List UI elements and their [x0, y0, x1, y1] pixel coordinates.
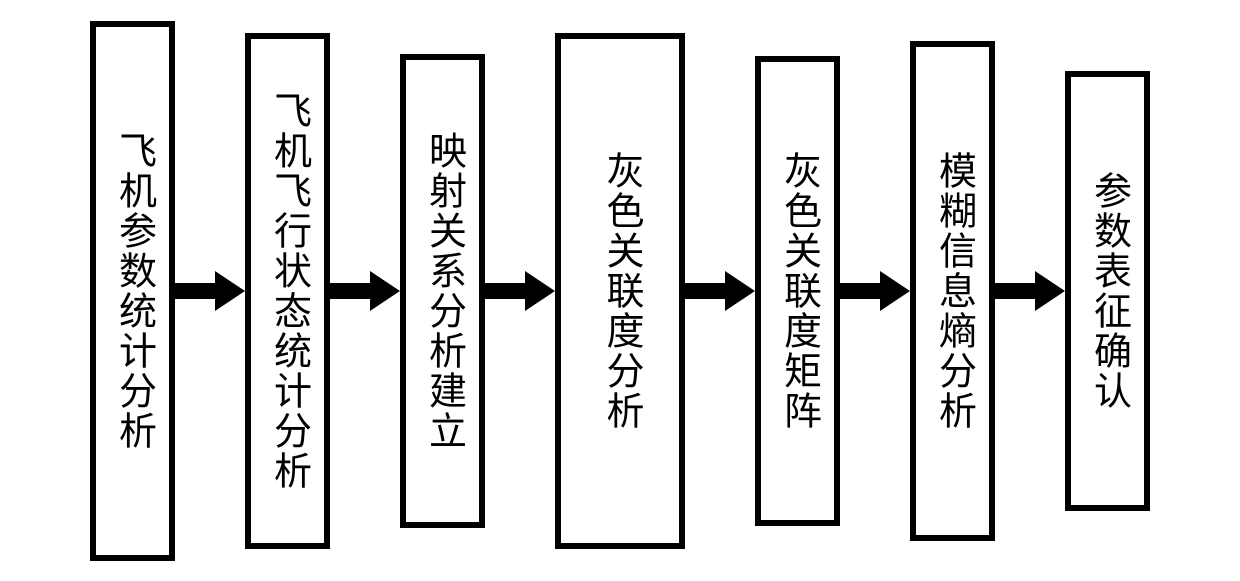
arrow-icon: [685, 271, 755, 311]
flow-node-n4: 灰色关联度分析: [555, 33, 685, 549]
arrow-icon: [840, 271, 910, 311]
flow-node-n2: 飞机飞行状态统计分析: [245, 33, 330, 549]
flow-node-n3: 映射关系分析建立: [400, 54, 485, 528]
flow-node-label: 飞机参数统计分析: [113, 131, 153, 451]
arrow-icon: [485, 271, 555, 311]
flow-node-label: 灰色关联度矩阵: [778, 151, 818, 431]
arrow-icon: [175, 271, 245, 311]
flow-node-n5: 灰色关联度矩阵: [755, 56, 840, 526]
flow-node-label: 模糊信息熵分析: [933, 151, 973, 431]
flow-node-n6: 模糊信息熵分析: [910, 41, 995, 541]
flow-node-label: 映射关系分析建立: [423, 131, 463, 451]
flow-node-label: 飞机飞行状态统计分析: [268, 91, 308, 491]
flow-node-label: 参数表征确认: [1088, 171, 1128, 411]
flow-node-n7: 参数表征确认: [1065, 71, 1150, 511]
arrow-icon: [995, 271, 1065, 311]
flowchart: 飞机参数统计分析 飞机飞行状态统计分析 映射关系分析建立 灰色关联度分析 灰色关联度矩阵…: [0, 0, 1240, 581]
flow-node-n1: 飞机参数统计分析: [90, 21, 175, 561]
arrow-icon: [330, 271, 400, 311]
flow-node-label: 灰色关联度分析: [600, 151, 640, 431]
